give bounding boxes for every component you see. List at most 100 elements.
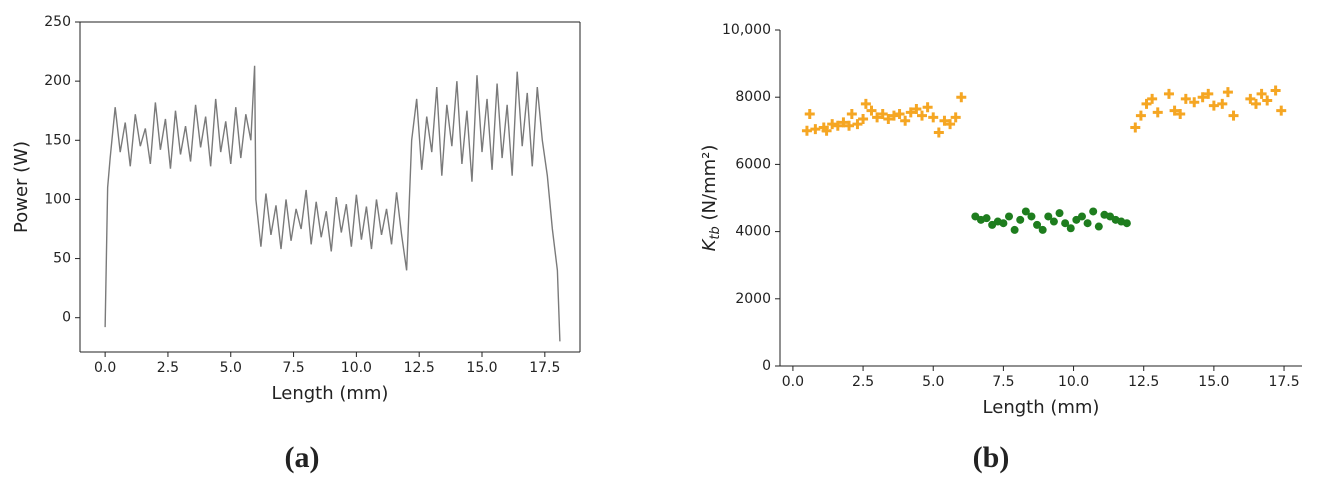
plus-marker <box>1203 88 1214 99</box>
plus-marker <box>866 105 877 116</box>
dot-marker <box>1044 212 1053 221</box>
x-tick-label: 0.0 <box>94 360 116 376</box>
plus-marker <box>956 92 967 103</box>
plus-marker <box>905 107 916 118</box>
plus-marker <box>900 115 911 126</box>
plus-marker <box>928 112 939 123</box>
plus-marker <box>1208 100 1219 111</box>
x-tick-label: 2.5 <box>157 360 179 376</box>
plus-marker <box>1197 92 1208 103</box>
y-tick-label: 150 <box>44 132 71 148</box>
y-tick-label: 4000 <box>735 224 771 240</box>
caption: (b) <box>973 441 1010 474</box>
plus-marker <box>922 102 933 113</box>
dot-marker <box>1033 220 1042 229</box>
y-tick-label: 200 <box>44 73 71 89</box>
y-axis-label: Ktb (N/mm²) <box>699 145 723 252</box>
plus-marker <box>804 109 815 119</box>
plus-marker <box>1262 95 1273 106</box>
y-label-unit: (N/mm²) <box>699 145 720 227</box>
plus-marker <box>939 115 950 126</box>
dot-marker <box>1027 212 1036 221</box>
x-tick-label: 15.0 <box>466 360 497 376</box>
plus-marker <box>1256 88 1267 99</box>
plus-marker <box>1141 98 1152 109</box>
y-tick-label: 250 <box>44 14 71 30</box>
plus-marker <box>860 98 871 109</box>
y-tick-label: 50 <box>53 251 71 267</box>
y-label-main: Power (W) <box>11 141 32 233</box>
dot-marker <box>1083 219 1092 228</box>
plus-marker <box>1169 105 1180 116</box>
x-tick-label: 0.0 <box>782 374 804 390</box>
y-tick-label: 2000 <box>735 291 771 307</box>
dot-marker <box>1094 222 1103 231</box>
x-tick-label: 5.0 <box>220 360 242 376</box>
x-tick-label: 7.5 <box>282 360 304 376</box>
caption: (a) <box>285 441 320 474</box>
plus-marker <box>1147 93 1158 104</box>
x-tick-label: 10.0 <box>341 360 372 376</box>
subplot: 0.0 2.5 5.0 7.5 10.0 12.5 15.0 17.5 0 50 100 150 200… <box>11 14 581 474</box>
plus-marker <box>858 114 869 125</box>
x-tick-label: 2.5 <box>852 374 874 390</box>
plus-marker <box>1276 105 1287 116</box>
plus-marker <box>821 125 832 136</box>
plus-marker <box>827 119 838 130</box>
x-tick-label: 5.0 <box>922 374 944 390</box>
plus-marker <box>1270 85 1281 96</box>
dot-marker <box>1021 207 1030 216</box>
dot-marker <box>1016 215 1025 224</box>
plus-marker <box>852 119 863 130</box>
plus-marker <box>911 103 922 114</box>
x-tick-label: 17.5 <box>1268 374 1299 390</box>
plus-marker <box>1245 93 1256 104</box>
plus-marker <box>945 119 956 130</box>
y-tick-label: 0 <box>762 358 771 374</box>
plus-marker <box>1135 110 1146 121</box>
dot-marker <box>999 219 1008 228</box>
dot-marker <box>1066 224 1075 233</box>
x-tick-label: 15.0 <box>1198 374 1229 390</box>
plus-marker <box>950 112 961 123</box>
plus-marker <box>872 112 883 123</box>
plus-marker <box>1152 107 1163 118</box>
plus-marker <box>1217 98 1228 109</box>
x-tick-label: 17.5 <box>529 360 560 376</box>
plus-marker <box>844 120 855 131</box>
y-label-sub: tb <box>708 226 723 239</box>
dot-marker <box>1010 225 1019 234</box>
plus-marker <box>1228 110 1239 121</box>
plus-marker <box>1222 87 1233 98</box>
x-tick-label: 12.5 <box>404 360 435 376</box>
plus-marker <box>933 127 944 138</box>
dot-marker <box>1005 212 1014 221</box>
dot-marker <box>1061 219 1070 228</box>
dot-marker <box>1055 209 1064 218</box>
plus-marker <box>877 109 888 119</box>
dot-marker <box>1122 219 1131 228</box>
plus-marker <box>1250 98 1261 109</box>
plus-marker <box>888 110 899 121</box>
dot-marker <box>1089 207 1098 216</box>
subplot: 0.0 2.5 5.0 7.5 10.0 12.5 15.0 17.5 0 2000 4000 600… <box>699 22 1302 474</box>
plus-marker <box>1175 109 1186 119</box>
plus-marker <box>810 124 821 135</box>
line-series <box>104 65 561 342</box>
y-tick-label: 0 <box>62 310 71 326</box>
plus-marker <box>883 114 894 125</box>
plus-marker <box>1180 93 1191 104</box>
plus-marker <box>838 117 849 128</box>
dot-marker <box>982 214 991 223</box>
y-label-main: K <box>699 238 720 251</box>
plus-marker <box>801 125 812 136</box>
plus-marker <box>1163 88 1174 99</box>
y-tick-label: 6000 <box>735 156 771 172</box>
y-tick-label: 8000 <box>735 89 771 105</box>
plus-marker <box>1189 97 1200 108</box>
plus-marker <box>1130 122 1141 133</box>
dot-marker <box>1077 212 1086 221</box>
plus-marker <box>894 109 905 119</box>
